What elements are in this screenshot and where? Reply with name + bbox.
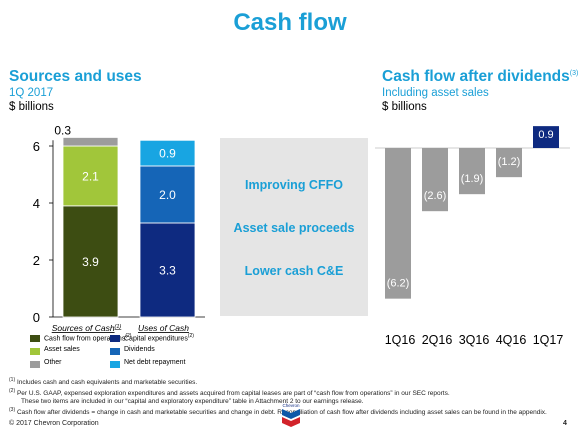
- bar-3q16: [459, 148, 485, 195]
- chevron-logo-text: Chevron: [282, 403, 300, 408]
- bar-1q16: [385, 148, 411, 299]
- legend-swatch: [30, 348, 40, 355]
- bar-data-label: 3.9: [82, 255, 99, 269]
- highlights-panel: [220, 138, 368, 316]
- sources-uses-chart: 0 2 4 6 3.9 2.1 0.3 Sources of Cash(1) 3.3 2.0 0.9…: [33, 123, 205, 333]
- footnote-line: These two items are included in our “cap…: [9, 398, 579, 406]
- footnote-text: Includes cash and cash equivalents and m…: [16, 379, 198, 387]
- sources-uses-subtitle: 1Q 2017: [9, 87, 54, 99]
- category-label: 2Q16: [422, 333, 453, 347]
- bar-segment-cash-flow-from-operations: [62, 205, 119, 318]
- legend-label: Cash flow from operations(2): [44, 333, 132, 343]
- footnote-marker: (3): [9, 407, 16, 414]
- bar-data-label: 2.1: [82, 169, 99, 183]
- y-tick-label: 4: [33, 196, 40, 211]
- bar-segment-asset-sales: [62, 145, 119, 207]
- legend-label: Net debt repayment: [124, 359, 186, 366]
- legend-swatch: [110, 335, 120, 342]
- footnote-text: Per U.S. GAAP, expensed exploration expe…: [16, 390, 450, 398]
- bar-segment-other: [62, 137, 119, 147]
- legend-label: Dividends: [124, 346, 155, 353]
- bar-data-label: (1.2): [498, 156, 521, 168]
- chevron-logo: Chevron: [282, 403, 300, 427]
- highlight-lower-cash-ce: Lower cash C&E: [244, 264, 344, 278]
- bar-data-label: (1.9): [461, 173, 484, 185]
- footnote-text: Cash flow after dividends = change in ca…: [16, 409, 547, 417]
- bar-segment-net-debt-repayment: [139, 139, 196, 167]
- highlight-asset-sale-proceeds: Asset sale proceeds: [233, 221, 355, 235]
- footnote-line: (2) Per U.S. GAAP, expensed exploration …: [9, 387, 579, 398]
- bar-data-label: (2.6): [424, 190, 447, 202]
- cash-flow-after-dividends-chart: (6.2) 1Q16 (2.6) 2Q16 (1.9) 3Q16 (1.2) 4Q16 0.9 1…: [375, 126, 570, 347]
- bar-1q17: [533, 126, 559, 148]
- legend-swatch: [110, 361, 120, 368]
- copyright: © 2017 Chevron Corporation: [9, 420, 99, 427]
- y-tick-label: 6: [33, 139, 40, 154]
- legend-swatch: [110, 348, 120, 355]
- cfad-title-text: Cash flow after dividends: [382, 68, 570, 85]
- page-title: Cash flow: [233, 9, 347, 36]
- cash-flow-after-dividends-unit: $ billions: [382, 101, 427, 113]
- category-label: Uses of Cash: [138, 323, 189, 333]
- bar-2q16: [422, 148, 448, 212]
- bar-data-label: 0.3: [54, 123, 71, 137]
- cash-flow-after-dividends-title: Cash flow after dividends(3): [382, 68, 578, 86]
- bar-data-label: 0.9: [538, 129, 553, 141]
- bar-4q16: [496, 148, 522, 178]
- legend-footnote: (2): [125, 333, 132, 339]
- footnote-marker: (2): [9, 388, 16, 395]
- footnote-text: These two items are included in our “cap…: [21, 398, 364, 406]
- bar-data-label: (6.2): [387, 278, 410, 290]
- page-number: 4: [563, 420, 567, 427]
- y-tick-label: 2: [33, 253, 40, 268]
- sources-uses-unit: $ billions: [9, 101, 54, 113]
- legend-label: Asset sales: [44, 346, 80, 353]
- legend-swatch: [30, 361, 40, 368]
- cash-flow-after-dividends-subtitle: Including asset sales: [382, 87, 489, 99]
- sources-uses-title: Sources and uses: [9, 68, 142, 85]
- category-label: Sources of Cash(1): [52, 323, 122, 333]
- category-label: 1Q16: [385, 333, 416, 347]
- footnote-line: (3) Cash flow after dividends = change i…: [9, 406, 579, 417]
- legend-footnote: (2): [187, 333, 194, 339]
- legend-swatch: [30, 335, 40, 342]
- legend-label: Capital expenditures(2): [124, 333, 194, 343]
- category-label: 1Q17: [533, 333, 564, 347]
- footnote-marker: (1): [9, 377, 16, 383]
- bar-segment-capital-expenditures: [139, 222, 196, 318]
- y-tick-label: 0: [33, 310, 40, 325]
- footnote-line: (1) Includes cash and cash equivalents a…: [9, 376, 579, 387]
- category-footnote: (1): [115, 324, 122, 330]
- category-label: 4Q16: [496, 333, 527, 347]
- cfad-title-footnote: (3): [569, 69, 579, 77]
- bar-data-label: 3.3: [159, 263, 176, 277]
- highlight-improving-cffo: Improving CFFO: [245, 178, 343, 192]
- bar-data-label: 2.0: [159, 188, 176, 202]
- legend-label: Other: [44, 359, 62, 366]
- footnotes: (1) Includes cash and cash equivalents a…: [9, 376, 579, 417]
- sources-uses-legend: Cash flow from operations(2) Capital expe…: [30, 333, 220, 373]
- category-label: 3Q16: [459, 333, 490, 347]
- bar-data-label: 0.9: [159, 147, 176, 161]
